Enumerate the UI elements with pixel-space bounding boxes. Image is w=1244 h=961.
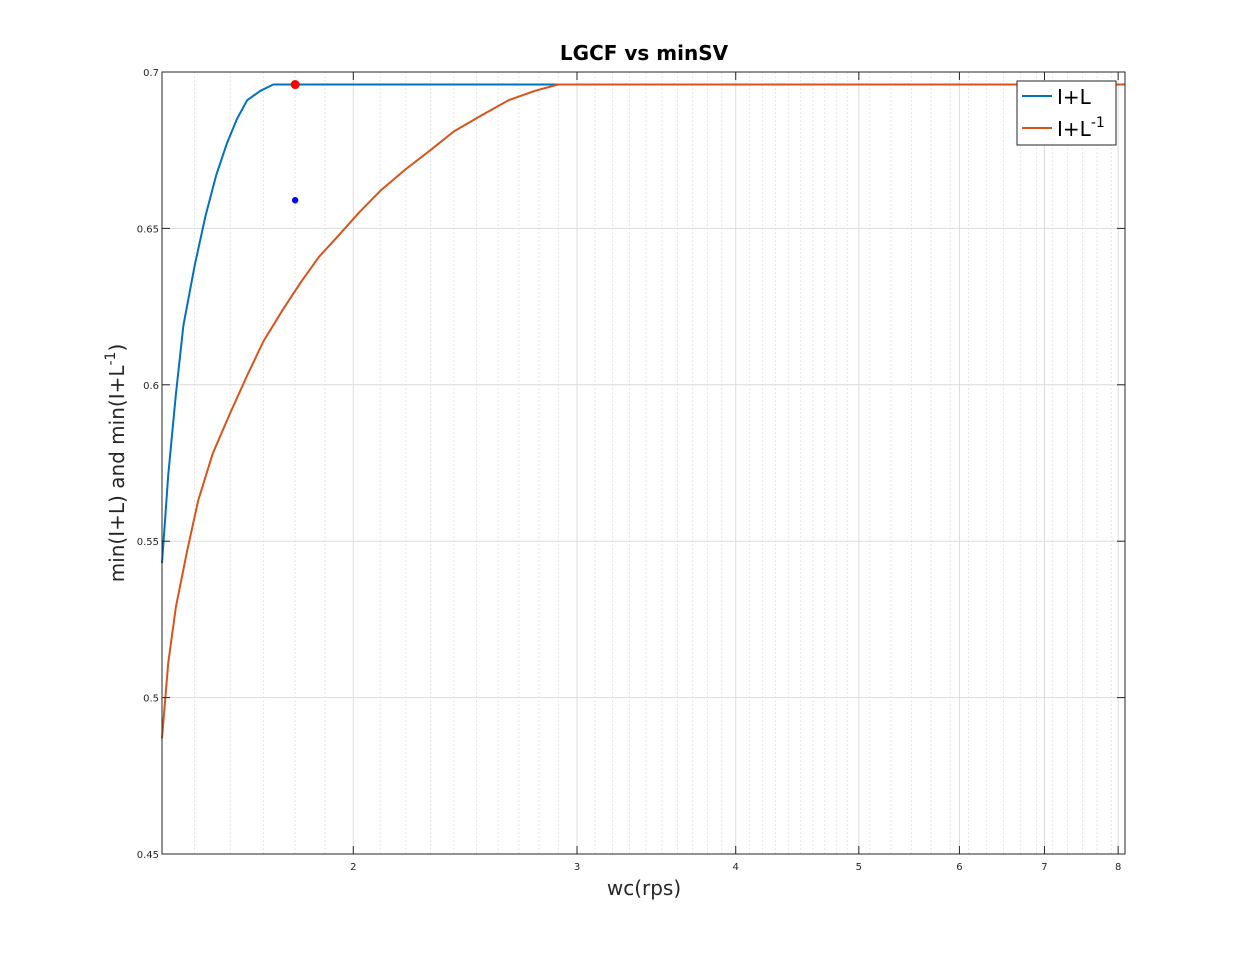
y-tick-label: 0.5 xyxy=(143,694,159,705)
y-tick-label: 0.55 xyxy=(137,537,159,548)
x-tick-label: 8 xyxy=(1115,862,1121,873)
legend-label-series-2: I+L-1 xyxy=(1057,115,1105,141)
x-tick-label: 7 xyxy=(1041,862,1047,873)
legend: I+L I+L-1 xyxy=(1016,80,1117,146)
plot-area xyxy=(162,72,1125,854)
y-axis-label-superscript: -1 xyxy=(103,352,119,366)
y-tick-label: 0.7 xyxy=(143,68,159,79)
highlight-marker-2 xyxy=(291,197,299,204)
x-tick-label: 5 xyxy=(856,862,862,873)
chart-title: LGCF vs minSV xyxy=(560,41,729,65)
legend-label-series-1: I+L xyxy=(1057,85,1092,109)
series-line-1 xyxy=(161,83,1125,564)
series-line-2 xyxy=(161,83,1125,739)
highlight-marker-1 xyxy=(290,80,300,90)
x-tick-label: 2 xyxy=(350,862,356,873)
axes xyxy=(161,71,1126,855)
series-lines xyxy=(161,83,1125,739)
y-tick-label: 0.6 xyxy=(143,381,159,392)
y-tick-label: 0.65 xyxy=(137,224,159,235)
tick-labels: 2 3 4 5 6 7 8 0.45 0.5 0.55 0.6 0.65 0.7 xyxy=(137,68,1122,873)
y-tick-label: 0.45 xyxy=(137,850,159,861)
x-tick-label: 3 xyxy=(574,862,580,873)
x-tick-label: 6 xyxy=(956,862,962,873)
legend-box xyxy=(1016,80,1117,146)
y-axis-label-base: min(I+L) and min(I+L xyxy=(105,365,129,583)
grid xyxy=(162,71,1125,855)
y-axis-label: min(I+L) and min(I+L-1) xyxy=(103,344,129,583)
axes-box xyxy=(161,71,1126,855)
x-tick-label: 4 xyxy=(733,862,739,873)
highlight-markers xyxy=(290,80,300,204)
x-axis-label: wc(rps) xyxy=(607,876,681,900)
y-axis-label-tail: ) xyxy=(105,344,129,352)
